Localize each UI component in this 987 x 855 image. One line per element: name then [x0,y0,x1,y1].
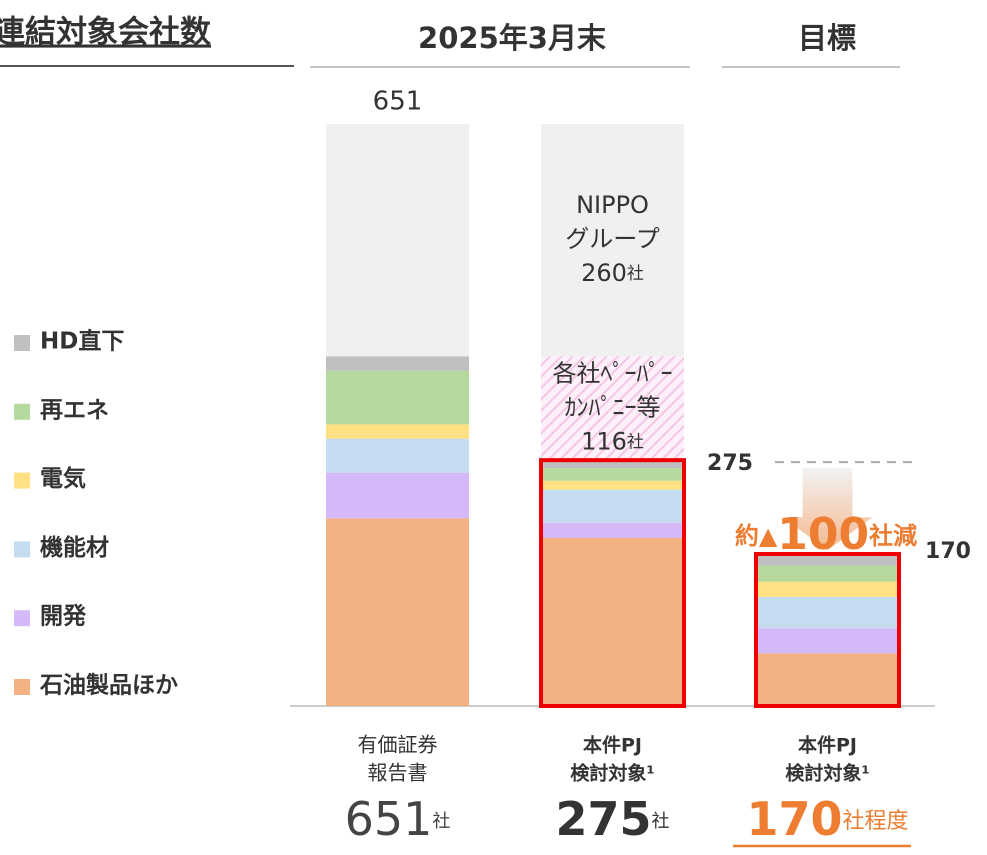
bar-segment [326,518,469,706]
segment-label: ｶﾝﾊﾟﾆｰ等 [565,393,661,421]
x-tick-label: 有価証券 [358,733,438,757]
bar-segment [326,472,469,519]
bar-segment [326,370,469,425]
x-tick-label: 検討対象¹ [785,762,869,785]
bar-segment [756,596,899,629]
bar-segment [541,537,684,706]
bar-segment [756,581,899,597]
bar-segment [756,628,899,654]
total-label: 275社 [555,792,669,846]
bar-segment [541,522,684,538]
chart-title: 連結対象会社数 [0,15,211,51]
segment-value-number: 260 [581,259,627,287]
annotation: 約▲100社減 [735,509,917,560]
bar-segment [326,438,469,473]
bar-segment [756,554,899,566]
legend-label: 石油製品ほか [39,672,178,699]
segment-value-unit: 社 [627,264,644,284]
total-label: 651社 [345,792,451,846]
x-tick-label: 本件PJ [798,734,857,757]
bar-top-label: 170 [925,539,971,564]
segment-label: NIPPO [576,191,649,219]
annotation-suffix: 社減 [869,522,917,550]
legend-label: 再エネ [40,397,109,423]
bar-segment [541,480,684,490]
bar-segment [541,460,684,469]
bar-segment [541,489,684,523]
total-number: 275 [555,792,651,846]
bar-segment [541,356,684,461]
bar-top-label: 651 [373,87,423,117]
bar-segment [756,653,899,706]
legend-swatch [14,403,30,420]
bar-segment [326,356,469,371]
x-tick-label: 報告書 [368,761,428,785]
highlight-frame [754,552,901,708]
total-number: 651 [345,792,433,846]
legend-label: 機能材 [40,534,109,561]
total-label: 170社程度 [746,792,908,846]
legend-label: 開発 [40,604,87,630]
bar-segment [541,468,684,481]
legend-swatch [14,472,30,489]
total-number: 170 [746,792,842,846]
legend-swatch [14,335,30,351]
annotation-value: 100 [777,509,869,560]
segment-value-unit: 社 [627,432,644,452]
total-unit: 社程度 [843,809,909,834]
legend-swatch [14,679,30,695]
bar-segment [326,124,469,357]
bar-segment [756,565,899,582]
x-tick-label: 検討対象¹ [570,762,654,785]
header: 目標 [798,21,856,55]
segment-value: 260社 [581,259,644,287]
total-unit: 社 [432,811,450,832]
segment-value-number: 116 [581,427,627,455]
legend-label: HD直下 [40,328,124,355]
annotation-prefix: 約▲ [735,522,778,550]
x-tick-label: 本件PJ [583,734,642,757]
bar-top-label: 275 [707,451,753,476]
bar-segment [541,124,684,357]
reduction-arrow [782,468,873,551]
legend-swatch [14,610,30,627]
legend-label: 電気 [40,465,86,492]
segment-value: 116社 [581,427,644,455]
legend-swatch [14,541,30,558]
highlight-frame [539,458,686,708]
segment-label: グループ [565,225,660,253]
total-unit: 社 [652,811,670,832]
segment-label: 各社ﾍﾟｰﾊﾟｰ [553,359,673,387]
bar-segment [326,424,469,439]
header: 2025年3月末 [418,21,606,55]
